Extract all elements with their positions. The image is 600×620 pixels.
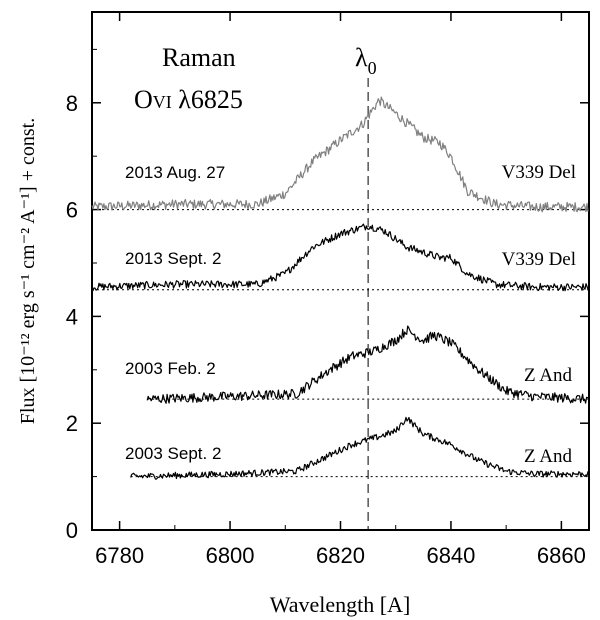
lambda0-label: λ0 (355, 43, 377, 78)
y-tick-label-8: 8 (66, 91, 78, 116)
y-tick-label-4: 4 (66, 304, 78, 329)
date-label-2003-sept-2: 2003 Sept. 2 (125, 444, 221, 463)
date-label-2003-feb-2: 2003 Feb. 2 (125, 359, 216, 378)
annotation-ion-vi: VI (153, 92, 172, 112)
x-axis-title: Wavelength [A] (270, 592, 411, 617)
x-tick-label-6860: 6860 (537, 543, 586, 568)
spectrum-line-2003-feb-2 (146, 325, 589, 404)
star-label-1: V339 Del (502, 162, 576, 183)
star-label-2: V339 Del (502, 249, 576, 270)
x-tick-label-6800: 6800 (206, 543, 255, 568)
lambda0-subscript: 0 (368, 58, 377, 78)
star-label-3: Z And (524, 365, 573, 386)
spectrum-line-2013-sept-2 (91, 223, 589, 292)
y-tick-label-0: 0 (66, 518, 78, 543)
spectrum-line-2003-sept-2 (130, 416, 590, 480)
annotation-title-raman: Raman (162, 43, 236, 72)
lambda0-symbol: λ (355, 43, 368, 72)
annotation-title-line: OVI λ6825 (134, 85, 243, 114)
x-tick-label-6820: 6820 (316, 543, 365, 568)
annotation-wavelength: λ6825 (172, 85, 243, 114)
y-tick-label-2: 2 (66, 411, 78, 436)
y-tick-label-6: 6 (66, 198, 78, 223)
x-tick-label-6780: 6780 (95, 543, 144, 568)
star-label-4: Z And (524, 446, 573, 467)
date-label-2013-sept-2: 2013 Sept. 2 (125, 249, 221, 268)
date-label-2013-aug-27: 2013 Aug. 27 (125, 163, 225, 182)
spectrum-line-2013-aug-27 (91, 96, 589, 213)
annotation-ion-o: O (134, 85, 153, 114)
y-axis-title: Flux [10⁻¹² erg s⁻¹ cm⁻² A⁻¹] + const. (17, 118, 39, 424)
x-tick-label-6840: 6840 (426, 543, 475, 568)
